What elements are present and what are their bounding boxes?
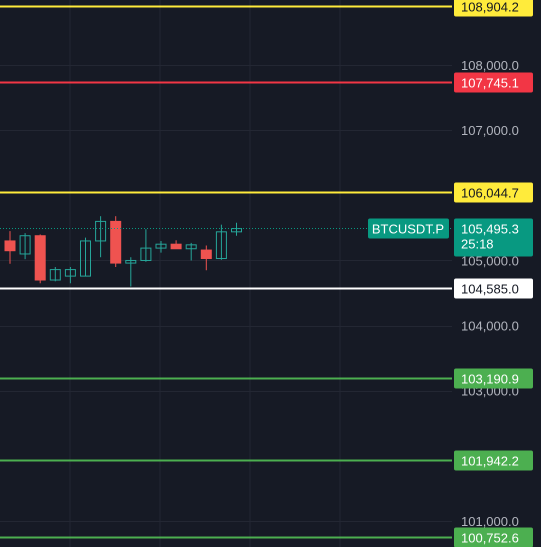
level-price-label: 107,745.1	[461, 76, 519, 91]
price-tick-label: 105,000.0	[461, 253, 519, 268]
price-tick-label: 104,000.0	[461, 319, 519, 334]
level-price-tag	[454, 182, 533, 203]
level-price-tag	[454, 527, 533, 547]
candle-body	[64, 269, 76, 277]
candle-body	[95, 220, 107, 242]
last-price-tag	[454, 218, 533, 257]
candle-body	[34, 235, 46, 281]
level-price-tag	[454, 278, 533, 299]
candle-body	[110, 220, 122, 264]
candle-countdown: 25:18	[461, 237, 494, 252]
candle-body	[125, 259, 137, 264]
level-price-tag	[454, 0, 533, 17]
level-price-tag	[454, 450, 533, 471]
candle-body	[19, 235, 31, 255]
candle-body	[170, 243, 182, 250]
level-price-label: 106,044.7	[461, 186, 519, 201]
level-price-label: 108,904.2	[461, 0, 519, 15]
candle-body	[4, 240, 16, 252]
last-price-marker: BTCUSDT.P 105,495.3 25:18	[0, 218, 533, 257]
candle-body	[155, 243, 167, 249]
candlestick-series	[4, 216, 242, 287]
candle-body	[49, 269, 61, 281]
price-tick-label: 108,000.0	[461, 58, 519, 73]
candle-body	[185, 244, 197, 250]
level-price-tag	[454, 72, 533, 93]
candle-body	[200, 249, 212, 260]
candle-body	[80, 240, 91, 277]
candle-body	[215, 231, 227, 260]
level-price-tag	[454, 368, 533, 389]
candle-body	[231, 228, 242, 233]
last-price-value: 105,495.3	[461, 222, 519, 237]
level-price-label: 101,942.2	[461, 454, 519, 469]
price-tick-label: 107,000.0	[461, 123, 519, 138]
grid-lines	[0, 0, 452, 547]
candle-body	[140, 247, 152, 261]
level-price-label: 104,585.0	[461, 282, 519, 297]
price-tick-label: 101,000.0	[461, 514, 519, 529]
level-price-label: 103,190.9	[461, 372, 519, 387]
symbol-label: BTCUSDT.P	[372, 222, 444, 237]
symbol-tag[interactable]	[368, 218, 449, 239]
level-price-label: 100,752.6	[461, 531, 519, 546]
